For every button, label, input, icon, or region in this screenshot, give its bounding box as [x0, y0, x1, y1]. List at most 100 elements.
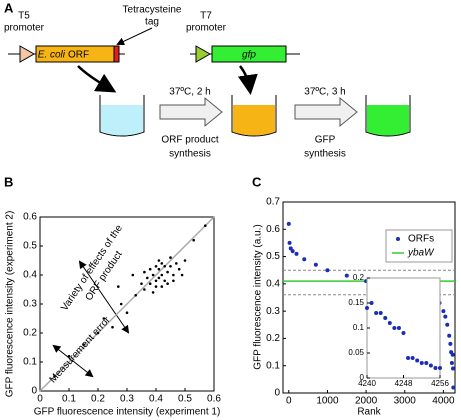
point — [428, 363, 433, 368]
construct: T5 promoter Tetracysteine tag E. coli OR… — [4, 5, 411, 160]
legend-label: ybaW — [407, 248, 435, 259]
y-tick-label: 0.1 — [353, 323, 365, 332]
tube — [99, 95, 145, 137]
point — [134, 294, 137, 297]
arrow — [237, 65, 258, 95]
point — [419, 361, 424, 365]
label: tag — [145, 17, 159, 28]
point — [160, 285, 164, 288]
y-axis-label: GFP fluorescence intensity (experiment 2… — [5, 211, 16, 398]
point — [387, 321, 392, 325]
point — [369, 301, 374, 305]
point — [287, 240, 292, 245]
label: 37ºC, 2 h — [169, 87, 210, 98]
inset-bg — [367, 278, 440, 378]
step-arrow — [294, 96, 358, 128]
point — [117, 285, 120, 288]
y-tick-label: 0 — [360, 373, 365, 382]
point — [166, 282, 169, 286]
x-tick-label: 0.4 — [149, 394, 163, 405]
y-tick-label: 0.5 — [23, 241, 37, 252]
diagonal — [39, 216, 215, 392]
point — [406, 356, 411, 360]
point — [146, 276, 149, 280]
point — [175, 262, 178, 265]
y-tick-label: 0 — [274, 388, 280, 399]
liquid — [233, 105, 275, 136]
x-tick-label: 0 — [286, 396, 292, 407]
point — [204, 224, 207, 227]
point — [415, 358, 420, 363]
point — [290, 249, 295, 254]
point — [148, 267, 152, 271]
panel-label: A — [4, 0, 14, 15]
point — [169, 265, 172, 268]
x-tick-label: 0 — [37, 394, 43, 405]
y-tick-label: 0.4 — [266, 278, 280, 289]
y-tick-label: 0 — [31, 386, 37, 397]
x-tick-label: 1000 — [316, 396, 339, 407]
point — [125, 311, 129, 315]
point — [401, 331, 406, 335]
arrow — [116, 27, 153, 46]
tag-box — [113, 45, 120, 63]
point — [154, 285, 158, 288]
legend-box — [385, 229, 453, 263]
label: promoter — [4, 23, 45, 34]
point — [447, 333, 452, 338]
point — [449, 360, 454, 365]
point — [378, 311, 383, 315]
point — [151, 273, 155, 277]
plot-frame — [282, 201, 456, 394]
point — [166, 270, 169, 274]
y-tick-label: 0.2 — [23, 328, 37, 339]
point — [131, 273, 135, 277]
x-axis-label: Rank — [357, 407, 381, 418]
y-tick-label: 0.3 — [266, 306, 280, 317]
label: Tetracysteine — [123, 5, 182, 16]
y-tick-label: 0.2 — [266, 333, 280, 344]
y-tick-label: 0.3 — [23, 299, 37, 310]
point — [396, 326, 401, 330]
liquid — [367, 105, 409, 136]
point — [424, 361, 429, 365]
point — [67, 354, 71, 358]
point — [102, 317, 106, 320]
point — [294, 251, 299, 256]
y-tick-label: 0.1 — [266, 360, 280, 371]
x-tick-label: 0.5 — [178, 394, 192, 405]
arrow — [78, 260, 130, 334]
point — [111, 325, 114, 329]
point — [157, 276, 161, 280]
point — [172, 279, 175, 283]
y-tick-label: 0.6 — [266, 224, 280, 235]
x-tick-label: 4000 — [432, 396, 455, 407]
point — [140, 282, 143, 286]
point — [154, 265, 158, 268]
x-tick-label: 3000 — [394, 396, 417, 407]
point — [410, 356, 415, 360]
x-tick-label: 2000 — [355, 396, 378, 407]
point — [374, 311, 379, 315]
label: ORF product — [161, 135, 218, 146]
y-tick-label: 0.6 — [23, 212, 37, 223]
point — [443, 314, 448, 319]
point — [192, 238, 195, 242]
point — [177, 267, 181, 271]
point — [148, 282, 152, 286]
panel-label: B — [4, 174, 13, 189]
point — [286, 221, 291, 226]
label: synthesis — [304, 149, 346, 160]
point — [445, 322, 450, 327]
arrow — [52, 344, 94, 378]
x-tick-label: 0.3 — [120, 394, 134, 405]
point — [154, 279, 158, 283]
point — [119, 302, 123, 306]
liquid — [101, 105, 143, 136]
point — [160, 273, 164, 277]
point — [383, 316, 388, 320]
y-tick-label: 0.15 — [348, 298, 364, 307]
y-tick-label: 0.05 — [348, 348, 364, 357]
point — [53, 375, 56, 378]
x-tick-label: 4256 — [431, 379, 449, 388]
